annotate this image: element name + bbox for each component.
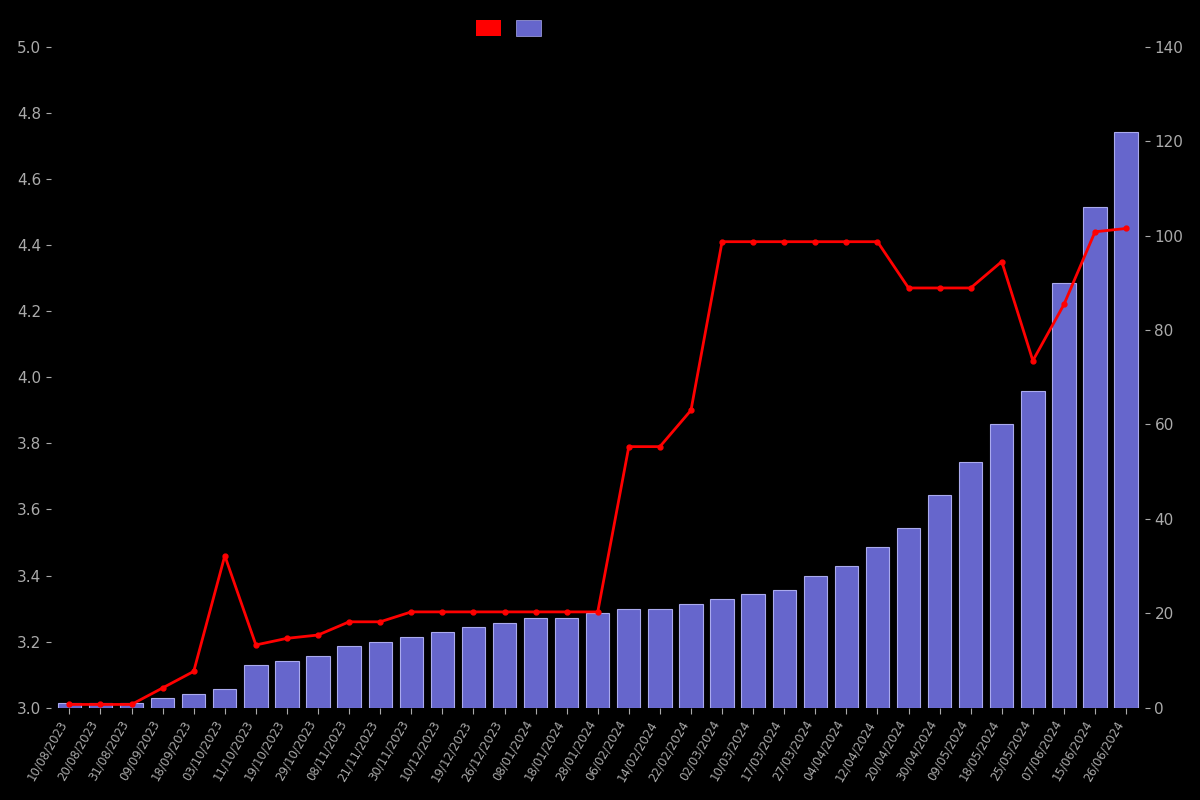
Bar — [866, 547, 889, 708]
Bar — [1115, 132, 1138, 708]
Bar — [275, 661, 299, 708]
Legend: , : , — [470, 14, 551, 41]
Bar — [710, 599, 733, 708]
Bar — [493, 622, 516, 708]
Bar — [990, 425, 1014, 708]
Bar — [431, 632, 454, 708]
Bar — [182, 694, 205, 708]
Bar — [89, 703, 112, 708]
Bar — [556, 618, 578, 708]
Bar — [462, 627, 485, 708]
Bar — [1021, 391, 1044, 708]
Bar — [617, 609, 641, 708]
Bar — [214, 689, 236, 708]
Bar — [928, 495, 952, 708]
Bar — [151, 698, 174, 708]
Bar — [742, 594, 764, 708]
Bar — [306, 656, 330, 708]
Bar — [835, 566, 858, 708]
Bar — [679, 604, 703, 708]
Bar — [896, 528, 920, 708]
Bar — [120, 703, 143, 708]
Bar — [58, 703, 82, 708]
Bar — [959, 462, 983, 708]
Bar — [648, 609, 672, 708]
Bar — [337, 646, 361, 708]
Bar — [368, 642, 392, 708]
Bar — [245, 666, 268, 708]
Bar — [773, 590, 796, 708]
Bar — [524, 618, 547, 708]
Bar — [1052, 282, 1075, 708]
Bar — [586, 614, 610, 708]
Bar — [804, 575, 827, 708]
Bar — [1084, 207, 1106, 708]
Bar — [400, 637, 422, 708]
